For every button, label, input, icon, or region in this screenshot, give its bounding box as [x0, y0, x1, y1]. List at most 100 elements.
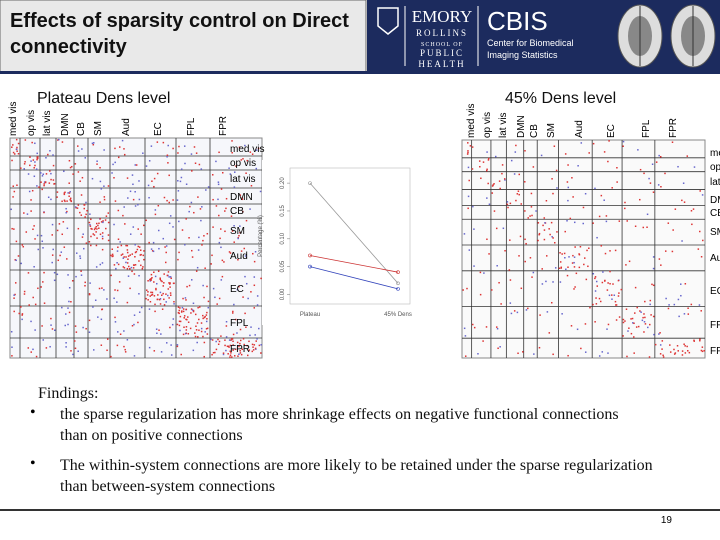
- matrix-cell: [92, 143, 95, 146]
- matrix-cell: [163, 282, 165, 284]
- matrix-cell: [229, 252, 232, 254]
- matrix-cell: [142, 152, 144, 154]
- matrix-cell: [643, 331, 645, 333]
- matrix-cell: [241, 198, 244, 201]
- matrix-cell: [147, 280, 149, 282]
- matrix-cell: [677, 350, 679, 352]
- matrix-cell: [221, 259, 224, 262]
- matrix-cell: [169, 276, 172, 278]
- matrix-cell: [85, 327, 87, 330]
- matrix-cell: [111, 253, 114, 256]
- matrix-cell: [491, 192, 494, 194]
- matrix-cell: [62, 221, 65, 223]
- matrix-cell: [169, 215, 172, 217]
- matrix-cell: [77, 204, 80, 206]
- matrix-cell: [179, 180, 182, 183]
- row-label: SM: [710, 227, 720, 238]
- matrix-cell: [551, 235, 553, 238]
- matrix-cell: [196, 322, 199, 324]
- matrix-cell: [68, 195, 70, 198]
- matrix-cell: [125, 261, 127, 264]
- matrix-cell: [116, 250, 119, 252]
- matrix-cell: [20, 167, 22, 169]
- matrix-cell: [66, 200, 68, 202]
- matrix-cell: [168, 297, 170, 299]
- matrix-cell: [158, 298, 161, 301]
- matrix-cell: [196, 266, 199, 269]
- matrix-cell: [63, 199, 66, 202]
- matrix-cell: [176, 344, 179, 346]
- matrix-cell: [177, 190, 180, 192]
- matrix-cell: [99, 263, 102, 266]
- column-label: FPL: [186, 117, 197, 136]
- matrix-cell: [699, 339, 701, 342]
- matrix-cell: [230, 352, 232, 354]
- matrix-cell: [67, 323, 69, 326]
- matrix-cell: [256, 338, 258, 340]
- matrix-cell: [564, 256, 566, 259]
- matrix-cell: [128, 265, 130, 268]
- matrix-cell: [497, 347, 499, 350]
- matrix-cell: [202, 284, 204, 287]
- matrix-cell: [100, 188, 103, 190]
- matrix-cell: [143, 224, 145, 227]
- matrix-cell: [183, 326, 185, 329]
- matrix-cell: [206, 311, 208, 314]
- matrix-cell: [594, 187, 596, 190]
- matrix-cell: [40, 172, 42, 174]
- matrix-cell: [105, 215, 108, 217]
- matrix-cell: [538, 233, 540, 236]
- matrix-cell: [649, 299, 652, 302]
- matrix-cell: [573, 288, 575, 290]
- matrix-cell: [698, 304, 701, 306]
- matrix-cell: [40, 286, 42, 288]
- matrix-cell: [123, 153, 126, 156]
- matrix-cell: [190, 308, 193, 310]
- matrix-cell: [169, 326, 171, 329]
- matrix-cell: [692, 208, 695, 210]
- matrix-cell: [239, 339, 242, 342]
- matrix-cell: [16, 150, 18, 152]
- matrix-cell: [133, 273, 136, 275]
- matrix-cell: [253, 276, 256, 278]
- matrix-cell: [652, 284, 655, 287]
- matrix-cell: [169, 283, 171, 285]
- matrix-cell: [207, 186, 210, 188]
- matrix-cell: [11, 346, 13, 348]
- matrix-cell: [256, 295, 259, 297]
- matrix-cell: [96, 228, 98, 230]
- matrix-cell: [513, 310, 516, 312]
- matrix-cell: [251, 343, 254, 346]
- matrix-cell: [161, 308, 164, 310]
- matrix-cell: [668, 304, 670, 306]
- matrix-cell: [218, 151, 220, 154]
- matrix-cell: [486, 197, 488, 199]
- matrix-cell: [690, 210, 693, 212]
- matrix-cell: [214, 296, 216, 299]
- matrix-cell: [104, 219, 107, 221]
- matrix-cell: [467, 166, 470, 169]
- matrix-cell: [86, 209, 88, 212]
- matrix-cell: [598, 355, 601, 357]
- matrix-cell: [38, 186, 40, 188]
- matrix-cell: [126, 262, 129, 264]
- matrix-cell: [691, 223, 693, 226]
- matrix-cell: [47, 196, 50, 199]
- matrix-cell: [496, 327, 499, 330]
- matrix-cell: [495, 227, 498, 230]
- matrix-cell: [240, 353, 243, 356]
- matrix-cell: [123, 148, 125, 150]
- matrix-cell: [672, 229, 674, 231]
- matrix-cell: [137, 245, 140, 248]
- matrix-cell: [671, 141, 674, 143]
- matrix-cell: [204, 315, 206, 318]
- matrix-cell: [66, 227, 69, 230]
- matrix-cell: [533, 353, 535, 355]
- matrix-cell: [210, 263, 212, 265]
- point: [396, 270, 400, 274]
- matrix-cell: [628, 327, 630, 329]
- matrix-cell: [212, 226, 214, 228]
- matrix-cell: [179, 329, 181, 332]
- matrix-cell: [42, 173, 45, 175]
- matrix-cell: [220, 279, 223, 281]
